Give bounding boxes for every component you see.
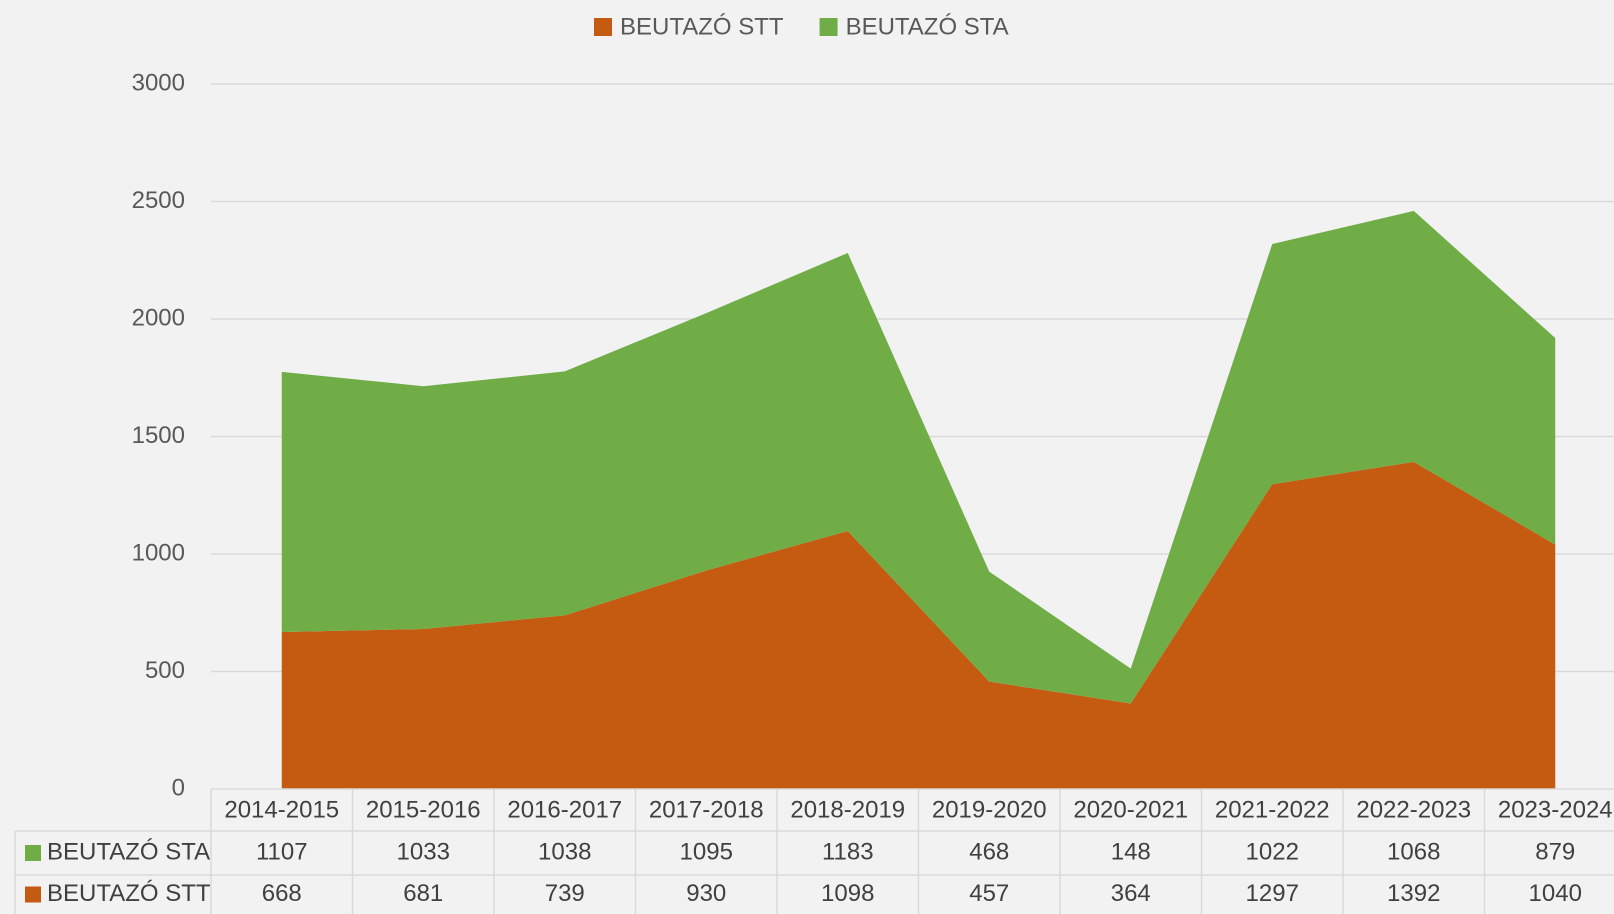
table-header: 2016-2017 [507, 796, 622, 823]
area [281, 461, 1556, 789]
area [281, 210, 1556, 704]
y-tick-label: 2500 [132, 187, 185, 214]
table-cell: 1022 [1246, 838, 1299, 865]
table-cell: 1392 [1387, 880, 1440, 907]
table-header: 2023-2024 [1498, 796, 1613, 823]
y-tick-label: 1000 [132, 539, 185, 566]
table-cell: 148 [1111, 838, 1151, 865]
table-header: 2018-2019 [790, 796, 905, 823]
table-row-label: BEUTAZÓ STT [47, 880, 211, 907]
legend-swatch [819, 18, 838, 36]
table-header: 2017-2018 [649, 796, 764, 823]
table-legend-key [25, 886, 41, 903]
y-tick-label: 1500 [132, 422, 185, 449]
table-header: 2015-2016 [366, 796, 481, 823]
legend-label: BEUTAZÓ STT [620, 13, 784, 40]
table-header: 2014-2015 [224, 796, 339, 823]
table-cell: 1095 [680, 838, 733, 865]
y-tick-label: 0 [172, 774, 185, 801]
table-cell: 457 [969, 880, 1009, 907]
table-cell: 739 [545, 880, 585, 907]
table-cell: 1098 [821, 880, 874, 907]
table-cell: 1068 [1387, 838, 1440, 865]
table-cell: 468 [969, 838, 1009, 865]
table-header: 2020-2021 [1073, 796, 1188, 823]
table-cell: 1107 [256, 838, 308, 865]
y-tick-label: 500 [145, 657, 185, 684]
table-cell: 364 [1111, 880, 1151, 907]
table-cell: 668 [262, 880, 302, 907]
table-cell: 930 [686, 880, 726, 907]
table-cell: 681 [403, 880, 443, 907]
legend-swatch [594, 18, 612, 36]
table-cell: 1297 [1246, 880, 1299, 907]
table-cell: 879 [1535, 838, 1575, 865]
table-cell: 1033 [397, 838, 450, 865]
table-header: 2021-2022 [1215, 796, 1330, 823]
table-header: 2019-2020 [932, 796, 1047, 823]
legend-label: BEUTAZÓ STA [846, 13, 1009, 40]
table-header: 2022-2023 [1356, 796, 1471, 823]
table-cell: 1040 [1529, 880, 1582, 907]
table-legend-key [25, 845, 41, 861]
table-row-label: BEUTAZÓ STA [47, 838, 210, 865]
table-cell: 1183 [822, 838, 874, 865]
y-tick-label: 2000 [132, 304, 185, 331]
y-tick-label: 3000 [132, 69, 185, 96]
table-cell: 1038 [538, 838, 591, 865]
